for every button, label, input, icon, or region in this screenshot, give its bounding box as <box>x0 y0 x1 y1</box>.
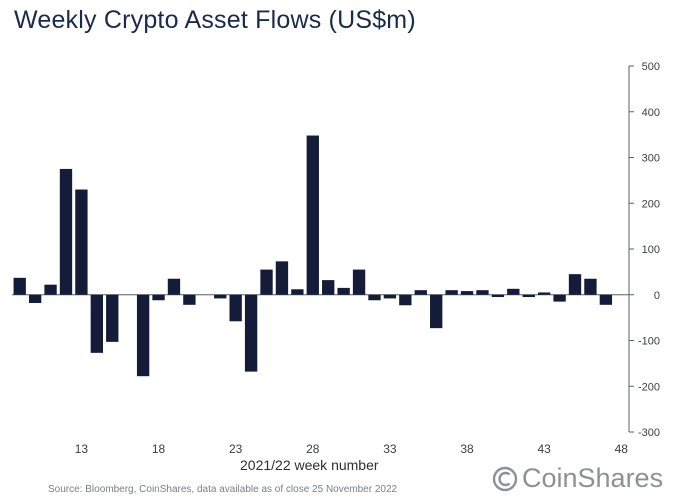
bar-week-28 <box>306 135 319 295</box>
bar-week-43 <box>537 292 551 295</box>
bar-week-29 <box>322 280 335 295</box>
bar-week-30 <box>337 287 350 295</box>
brand-name: CoinShares <box>522 463 664 493</box>
bar-week-25 <box>260 269 273 295</box>
bar-week-11 <box>44 284 57 295</box>
source-note: Source: Bloomberg, CoinShares, data avai… <box>48 484 398 495</box>
x-tick-label: 33 <box>383 442 397 456</box>
x-tick-label: 18 <box>152 442 166 456</box>
y-tick-label: 100 <box>642 244 660 256</box>
x-tick-label: 38 <box>460 442 474 456</box>
brand-logo: CoinShares <box>492 463 663 494</box>
bar-week-20 <box>183 294 196 305</box>
bar-week-26 <box>275 261 289 295</box>
x-tick-label: 43 <box>537 442 551 456</box>
bar-week-46 <box>584 278 597 295</box>
x-tick-label: 23 <box>229 442 243 456</box>
bar-week-39 <box>476 290 489 295</box>
bar-week-38 <box>460 291 474 295</box>
bar-week-17 <box>136 294 150 377</box>
bar-week-34 <box>399 294 412 306</box>
bar-week-35 <box>414 290 427 295</box>
y-tick-label: 300 <box>642 153 660 165</box>
bar-week-36 <box>430 294 443 329</box>
bar-week-23 <box>229 294 242 322</box>
bar-week-42 <box>522 294 535 298</box>
x-tick-label: 28 <box>306 442 320 456</box>
y-tick-label: -100 <box>638 336 660 348</box>
x-tick-label: 13 <box>75 442 89 456</box>
bar-week-19 <box>167 278 181 295</box>
y-tick-label: 400 <box>642 107 660 119</box>
bar-week-15 <box>106 294 119 342</box>
bar-week-47 <box>599 294 613 305</box>
bar-week-12 <box>59 168 73 295</box>
bar-week-31 <box>352 269 366 295</box>
x-tick-label: 48 <box>615 442 629 456</box>
bar-week-45 <box>568 274 582 295</box>
bar-week-24 <box>244 294 258 372</box>
bar-week-10 <box>28 294 42 303</box>
bar-week-14 <box>90 294 104 353</box>
y-tick-label: -200 <box>638 381 660 393</box>
y-tick-label: 200 <box>642 198 660 210</box>
bar-week-22 <box>214 294 227 299</box>
bar-week-40 <box>491 294 505 298</box>
bar-week-41 <box>507 288 520 295</box>
chart-title: Weekly Crypto Asset Flows (US$m) <box>14 6 416 34</box>
x-axis-label: 2021/22 week number <box>240 457 379 473</box>
bar-week-9 <box>13 277 26 295</box>
bar-week-44 <box>553 294 566 302</box>
y-tick-label: -300 <box>638 427 660 439</box>
y-tick-label: 0 <box>654 290 660 302</box>
bar-week-27 <box>291 289 304 295</box>
bar-week-13 <box>75 189 88 295</box>
coinshares-logo-icon <box>492 466 518 491</box>
bar-week-37 <box>445 290 458 295</box>
y-tick-label: 500 <box>642 61 660 73</box>
bar-week-32 <box>368 294 381 301</box>
bar-week-18 <box>152 294 165 301</box>
bar-week-33 <box>383 294 397 299</box>
